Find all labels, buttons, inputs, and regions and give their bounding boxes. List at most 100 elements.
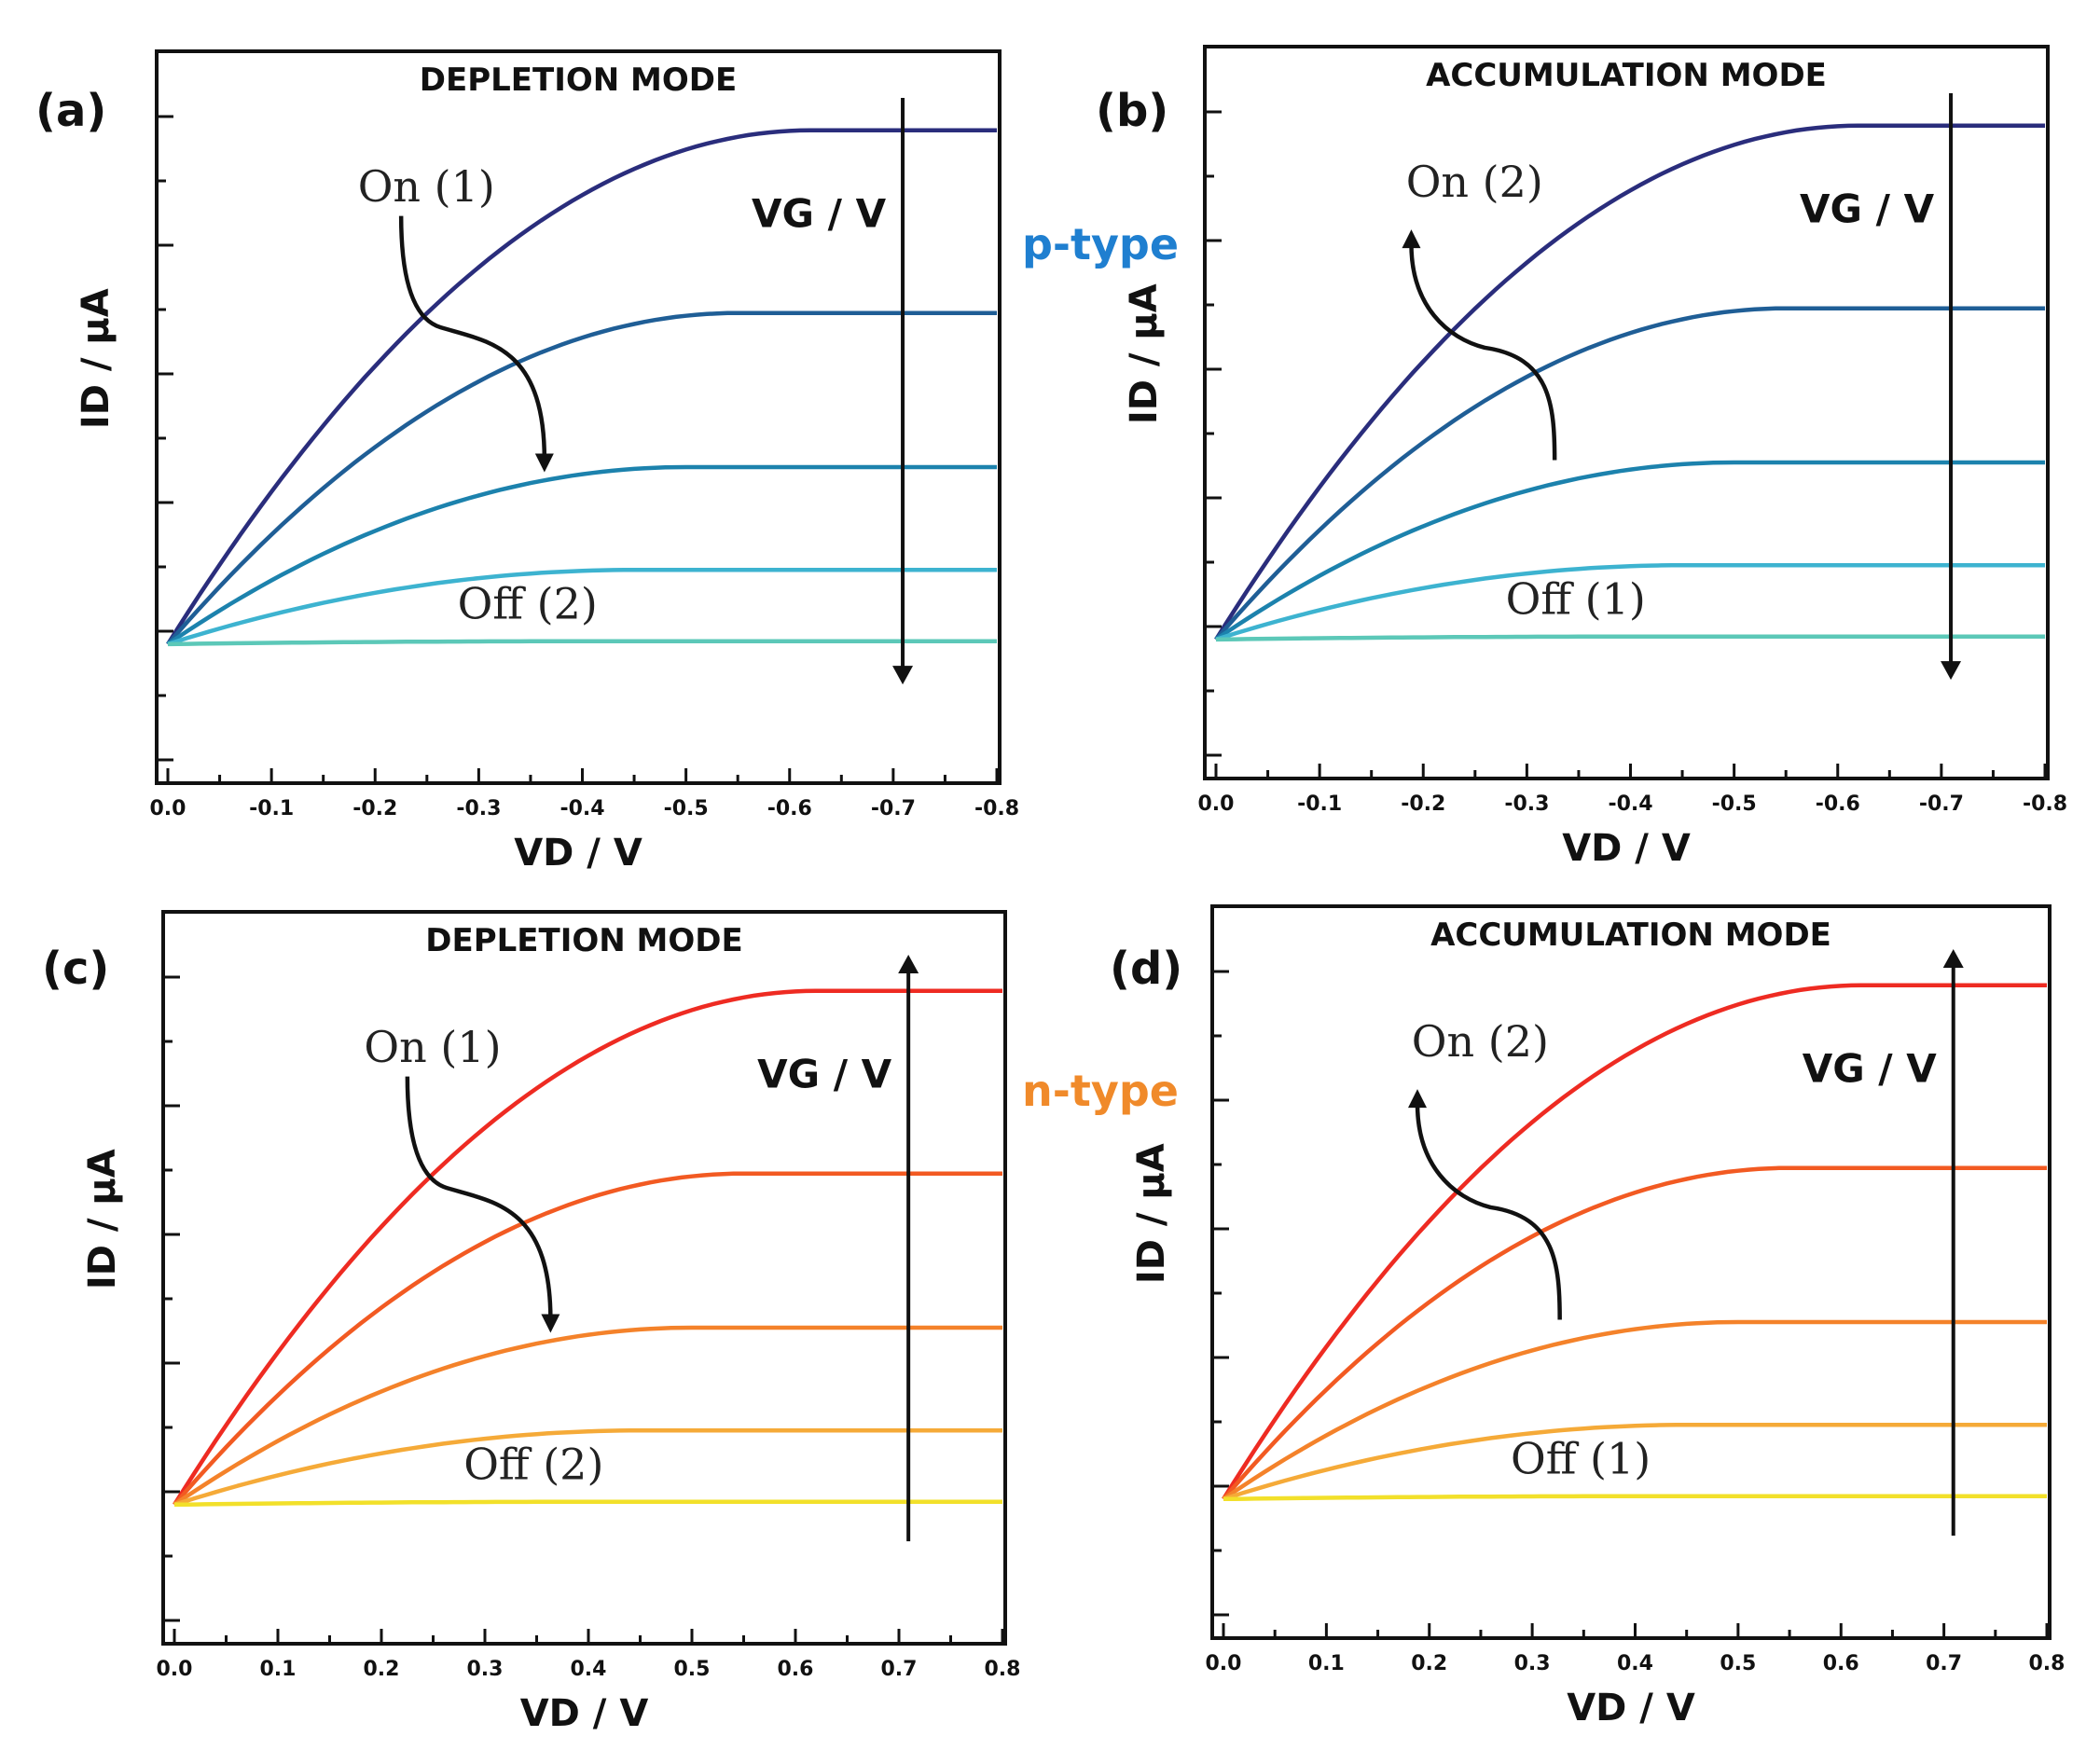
series-line-VG3 — [1222, 1319, 2047, 1501]
x-tick-label: 0.6 — [1823, 1652, 1859, 1675]
x-tick-label: 0.0 — [157, 1658, 193, 1681]
x-tick-label: -0.5 — [1712, 792, 1757, 816]
state-label-bottom: Off (1) — [1506, 573, 1646, 624]
x-tick-label: -0.8 — [2023, 792, 2067, 816]
x-tick-label: 0.7 — [1926, 1652, 1962, 1675]
panel-b: (b) ACCUMULATION MODE 0.0 -0.1 -0.2 -0.3 -0.4 -… — [1096, 45, 2067, 870]
vg-arrow-head — [892, 666, 914, 685]
x-tick-label: 0.8 — [2029, 1652, 2065, 1675]
x-tick-label: -0.7 — [871, 797, 916, 820]
panel-label: (d) — [1110, 943, 1182, 995]
state-curve-arrow — [1409, 244, 1557, 461]
series-line-VG1 — [166, 128, 997, 646]
state-label-top: On (2) — [1412, 1016, 1549, 1067]
series-line-VG5 — [173, 1499, 1002, 1508]
state-label-bottom: Off (2) — [458, 578, 598, 628]
state-label-bottom: Off (1) — [1511, 1433, 1651, 1483]
series-line-VG5 — [167, 639, 997, 647]
panel-title: ACCUMULATION MODE — [1426, 57, 1827, 94]
panel-title: DEPLETION MODE — [420, 62, 737, 99]
x-tick-label: -0.5 — [664, 797, 709, 820]
y-axis-label: ID / μA — [81, 1149, 124, 1289]
y-axis-label: ID / μA — [1123, 283, 1166, 424]
panel-d: (d) ACCUMULATION MODE 0.0 0.1 0.2 0.3 0.4 0.5 0.… — [1110, 904, 2065, 1730]
x-tick-label: 0.8 — [985, 1658, 1021, 1681]
x-tick-label: -0.4 — [1608, 792, 1652, 816]
vg-arrow-head — [898, 955, 919, 973]
x-tick-label: 0.1 — [1308, 1652, 1345, 1675]
panel-label: (c) — [42, 943, 109, 995]
x-tick-label: 0.5 — [674, 1658, 711, 1681]
plot-frame — [1203, 45, 2050, 780]
series-line-VG5 — [1215, 634, 2045, 642]
panel-label: (b) — [1096, 85, 1168, 137]
vg-label: VG / V — [757, 1051, 892, 1096]
state-label-top: On (1) — [364, 1022, 501, 1072]
panel-a: (a) DEPLETION MODE 0.0 -0.1 -0.2 -0.3 -0.4 -0.5… — [35, 49, 1019, 875]
x-tick-label: 0.0 — [1206, 1652, 1242, 1675]
vg-label: VG / V — [1800, 186, 1935, 231]
x-tick-label: -0.7 — [1919, 792, 1964, 816]
state-curve-arrow — [1415, 1104, 1562, 1320]
state-arrow-head — [541, 1314, 560, 1333]
state-label-bottom: Off (2) — [463, 1439, 603, 1489]
state-arrow-head — [1402, 229, 1421, 249]
series-line-VG3 — [166, 464, 997, 646]
x-tick-label: 0.3 — [467, 1658, 504, 1681]
plot-frame — [161, 910, 1007, 1646]
panel-title: ACCUMULATION MODE — [1430, 916, 1831, 954]
series-line-VG4 — [173, 1428, 1002, 1507]
vg-arrow-head — [1942, 949, 1964, 968]
state-label-top: On (1) — [358, 161, 495, 212]
x-tick-label: -0.1 — [249, 797, 294, 820]
x-axis-label: VD / V — [1562, 827, 1691, 870]
x-axis-label: VD / V — [514, 832, 642, 875]
x-tick-label: 0.0 — [150, 797, 187, 820]
x-tick-label: -0.4 — [560, 797, 604, 820]
panel-c: (c) DEPLETION MODE 0.0 0.1 0.2 0.3 0.4 0.5 0.6 0.… — [42, 910, 1021, 1735]
x-axis-label: VD / V — [520, 1692, 649, 1735]
y-axis-label: ID / μA — [1130, 1143, 1173, 1284]
x-tick-label: 0.0 — [1198, 792, 1235, 816]
state-curve-arrow — [398, 215, 547, 460]
x-tick-label: 0.3 — [1514, 1652, 1551, 1675]
series-line-VG1 — [173, 988, 1002, 1507]
p-type-label: p-type — [1022, 219, 1179, 269]
x-tick-label: 0.4 — [1617, 1652, 1653, 1675]
plot-frame — [155, 49, 1002, 785]
x-tick-label: 0.5 — [1720, 1652, 1756, 1675]
series-line-VG3 — [173, 1325, 1002, 1507]
state-curve-arrow — [405, 1076, 553, 1320]
x-tick-label: -0.1 — [1297, 792, 1342, 816]
x-tick-label: 0.7 — [881, 1658, 918, 1681]
panel-title: DEPLETION MODE — [425, 922, 742, 959]
x-tick-label: 0.4 — [571, 1658, 607, 1681]
vg-arrow-head — [1941, 661, 1962, 681]
series-line-VG1 — [1214, 123, 2045, 641]
x-tick-label: 0.1 — [260, 1658, 297, 1681]
x-tick-label: -0.3 — [1504, 792, 1549, 816]
n-type-label: n-type — [1022, 1066, 1179, 1116]
x-tick-label: -0.2 — [1401, 792, 1445, 816]
x-tick-label: -0.6 — [767, 797, 812, 820]
vg-label: VG / V — [752, 190, 887, 236]
y-axis-label: ID / μA — [75, 288, 117, 429]
series-line-VG4 — [1215, 563, 2045, 642]
x-tick-label: 0.2 — [364, 1658, 400, 1681]
x-axis-label: VD / V — [1567, 1687, 1695, 1730]
state-arrow-head — [1408, 1089, 1428, 1109]
x-tick-label: -0.8 — [974, 797, 1019, 820]
state-arrow-head — [534, 453, 554, 473]
x-tick-label: 0.6 — [778, 1658, 814, 1681]
vg-label: VG / V — [1803, 1045, 1938, 1091]
plot-frame — [1210, 904, 2052, 1640]
series-line-VG2 — [166, 310, 997, 646]
x-tick-label: -0.3 — [456, 797, 501, 820]
series-line-VG2 — [173, 1171, 1002, 1507]
series-line-VG2 — [1214, 306, 2045, 641]
state-label-top: On (2) — [1406, 157, 1543, 207]
x-tick-label: -0.6 — [1816, 792, 1860, 816]
series-line-VG3 — [1214, 460, 2045, 641]
panel-label: (a) — [35, 85, 106, 137]
